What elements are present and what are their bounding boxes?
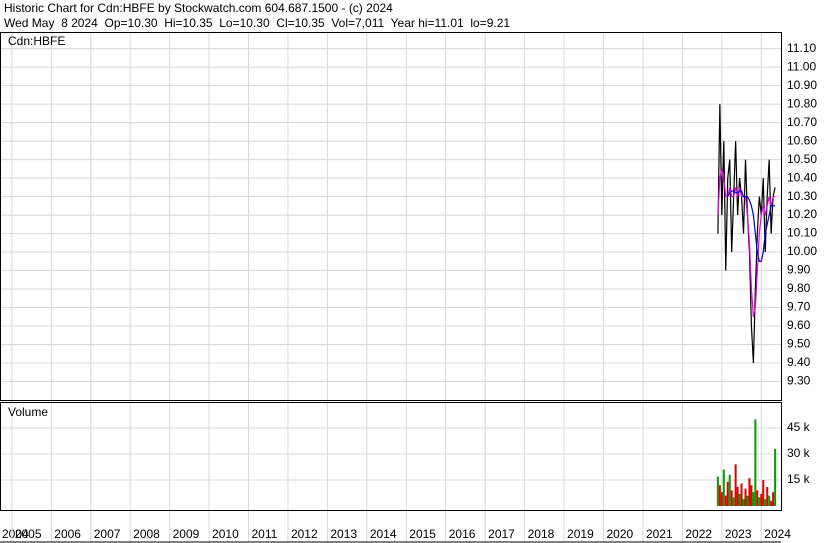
- volume-bar: [758, 497, 761, 506]
- volume-bar: [764, 499, 767, 506]
- y-tick-label: 30 k: [787, 446, 811, 460]
- x-tick-label: 2015: [409, 527, 436, 541]
- volume-bar: [752, 492, 755, 506]
- volume-bar: [770, 500, 773, 506]
- volume-bar: [722, 469, 725, 506]
- volume-bar: [746, 495, 749, 506]
- x-tick-label: 2008: [133, 527, 160, 541]
- x-tick-label: 2004: [2, 527, 29, 541]
- x-tick-label: 2024: [764, 527, 791, 541]
- x-tick-label: 2018: [528, 527, 555, 541]
- price-line: [717, 104, 776, 364]
- volume-bar: [720, 492, 723, 506]
- y-tick-label: 11.00: [787, 59, 816, 73]
- chart-subtitle: Wed May 8 2024 Op=10.30 Hi=10.35 Lo=10.3…: [4, 16, 510, 30]
- symbol-label: Cdn:HBFE: [8, 34, 65, 48]
- chart-title: Historic Chart for Cdn:HBFE by Stockwatc…: [4, 1, 393, 15]
- volume-bar: [724, 495, 727, 506]
- price-panel: [0, 32, 782, 401]
- volume-bar: [718, 485, 721, 506]
- volume-bar: [730, 490, 733, 506]
- volume-bar: [742, 499, 745, 506]
- x-tick-label: 2013: [330, 527, 357, 541]
- x-tick-label: 2020: [607, 527, 634, 541]
- y-tick-label: 15 k: [787, 472, 811, 486]
- x-tick-label: 2021: [646, 527, 673, 541]
- x-tick-label: 2011: [252, 527, 278, 541]
- volume-bar: [748, 478, 751, 506]
- volume-bar: [738, 493, 741, 506]
- x-tick-label: 2016: [449, 527, 476, 541]
- volume-bar: [756, 490, 759, 506]
- x-tick-label: 2009: [173, 527, 200, 541]
- x-tick-label: 2014: [370, 527, 397, 541]
- y-tick-label: 10.90: [787, 78, 817, 92]
- y-tick-label: 10.40: [787, 170, 817, 184]
- volume-bar: [744, 488, 747, 506]
- x-tick-label: 2022: [685, 527, 712, 541]
- volume-bar: [736, 486, 739, 506]
- y-tick-label: 10.30: [787, 189, 817, 203]
- y-tick-label: 9.60: [787, 318, 811, 332]
- price-line: [727, 190, 776, 262]
- volume-bar: [766, 486, 769, 506]
- y-tick-label: 10.80: [787, 96, 817, 110]
- volume-bar: [726, 481, 729, 506]
- y-tick-label: 10.10: [787, 226, 817, 240]
- y-tick-label: 9.90: [787, 263, 811, 277]
- x-tick-label: 2010: [212, 527, 239, 541]
- volume-bar: [754, 419, 757, 506]
- volume-bar: [774, 448, 777, 506]
- volume-bar: [750, 485, 753, 506]
- y-tick-label: 10.70: [787, 115, 817, 129]
- volume-bar: [762, 480, 765, 506]
- volume-bar: [728, 474, 731, 506]
- volume-label: Volume: [8, 405, 48, 419]
- volume-bar: [740, 483, 743, 506]
- volume-panel: [0, 402, 782, 511]
- volume-bar: [768, 495, 771, 506]
- x-tick-label: 2019: [567, 527, 594, 541]
- volume-bar: [716, 476, 719, 506]
- volume-bar: [772, 492, 775, 506]
- volume-bar: [734, 464, 737, 506]
- y-tick-label: 45 k: [787, 420, 811, 434]
- y-tick-label: 9.30: [787, 374, 811, 388]
- y-tick-label: 11.10: [787, 41, 816, 55]
- x-tick-label: 2005: [15, 527, 42, 541]
- volume-bar: [760, 493, 763, 506]
- y-tick-label: 10.20: [787, 207, 817, 221]
- price-line: [717, 168, 776, 317]
- y-tick-label: 10.50: [787, 152, 817, 166]
- x-tick-label: 2006: [54, 527, 81, 541]
- y-tick-label: 9.80: [787, 281, 811, 295]
- y-tick-label: 9.40: [787, 355, 811, 369]
- y-tick-label: 9.50: [787, 337, 811, 351]
- y-tick-label: 10.60: [787, 133, 817, 147]
- x-tick-label: 2012: [291, 527, 318, 541]
- x-tick-label: 2007: [94, 527, 121, 541]
- volume-bar: [732, 497, 735, 506]
- y-tick-label: 10.00: [787, 244, 817, 258]
- x-tick-label: 2017: [488, 527, 515, 541]
- x-tick-label: 2023: [725, 527, 752, 541]
- y-tick-label: 9.70: [787, 300, 811, 314]
